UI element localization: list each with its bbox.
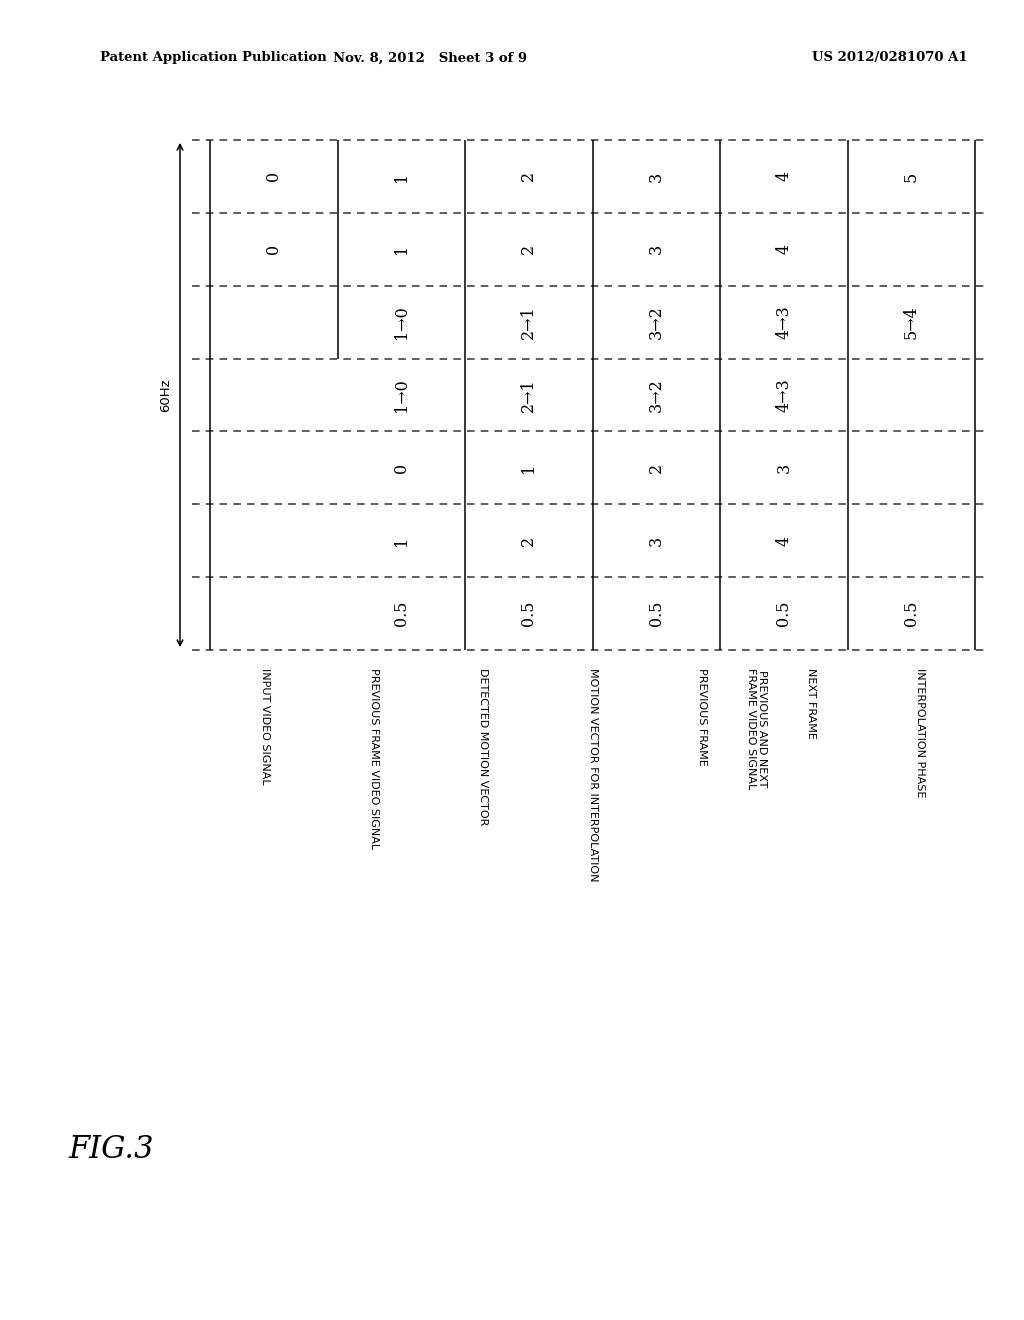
Text: 3: 3 <box>648 536 665 546</box>
Text: 4→3: 4→3 <box>775 378 793 412</box>
Text: PREVIOUS AND NEXT
FRAME VIDEO SIGNAL: PREVIOUS AND NEXT FRAME VIDEO SIGNAL <box>745 668 767 789</box>
Text: 0.5: 0.5 <box>775 601 793 626</box>
Text: 0: 0 <box>265 172 283 181</box>
Text: FIG.3: FIG.3 <box>68 1134 154 1166</box>
Text: Nov. 8, 2012   Sheet 3 of 9: Nov. 8, 2012 Sheet 3 of 9 <box>333 51 527 65</box>
Text: 1→0: 1→0 <box>393 378 410 412</box>
Text: 0.5: 0.5 <box>520 601 538 626</box>
Text: NEXT FRAME: NEXT FRAME <box>806 668 816 739</box>
Text: 5: 5 <box>903 172 920 182</box>
Text: 3: 3 <box>775 463 793 473</box>
Text: 3→2: 3→2 <box>648 305 665 339</box>
Text: INTERPOLATION PHASE: INTERPOLATION PHASE <box>915 668 926 797</box>
Text: 4: 4 <box>775 536 793 545</box>
Text: 1→0: 1→0 <box>393 305 410 339</box>
Text: 0.5: 0.5 <box>648 601 665 626</box>
Text: 0: 0 <box>265 244 283 255</box>
Text: 2: 2 <box>520 244 538 255</box>
Text: PREVIOUS FRAME VIDEO SIGNAL: PREVIOUS FRAME VIDEO SIGNAL <box>369 668 379 849</box>
Text: 2: 2 <box>648 463 665 473</box>
Text: US 2012/0281070 A1: US 2012/0281070 A1 <box>812 51 968 65</box>
Text: 3→2: 3→2 <box>648 378 665 412</box>
Text: 0: 0 <box>393 463 410 473</box>
Text: 5→4: 5→4 <box>903 305 920 339</box>
Text: 2: 2 <box>520 172 538 181</box>
Text: INPUT VIDEO SIGNAL: INPUT VIDEO SIGNAL <box>260 668 269 784</box>
Text: 1: 1 <box>393 536 410 546</box>
Text: 0.5: 0.5 <box>393 601 410 626</box>
Text: 1: 1 <box>393 244 410 255</box>
Text: Patent Application Publication: Patent Application Publication <box>100 51 327 65</box>
Text: 60Hz: 60Hz <box>160 379 172 412</box>
Text: 4: 4 <box>775 244 793 255</box>
Text: 4→3: 4→3 <box>775 305 793 339</box>
Text: MOTION VECTOR FOR INTERPOLATION: MOTION VECTOR FOR INTERPOLATION <box>588 668 597 882</box>
Text: 3: 3 <box>648 172 665 182</box>
Text: 2→1: 2→1 <box>520 305 538 339</box>
Text: 0.5: 0.5 <box>903 601 920 626</box>
Text: 2: 2 <box>520 536 538 545</box>
Text: PREVIOUS FRAME: PREVIOUS FRAME <box>696 668 707 766</box>
Text: 1: 1 <box>393 172 410 182</box>
Text: 2→1: 2→1 <box>520 378 538 412</box>
Text: 1: 1 <box>520 463 538 473</box>
Text: DETECTED MOTION VECTOR: DETECTED MOTION VECTOR <box>478 668 488 825</box>
Text: 4: 4 <box>775 172 793 181</box>
Text: 3: 3 <box>648 244 665 255</box>
